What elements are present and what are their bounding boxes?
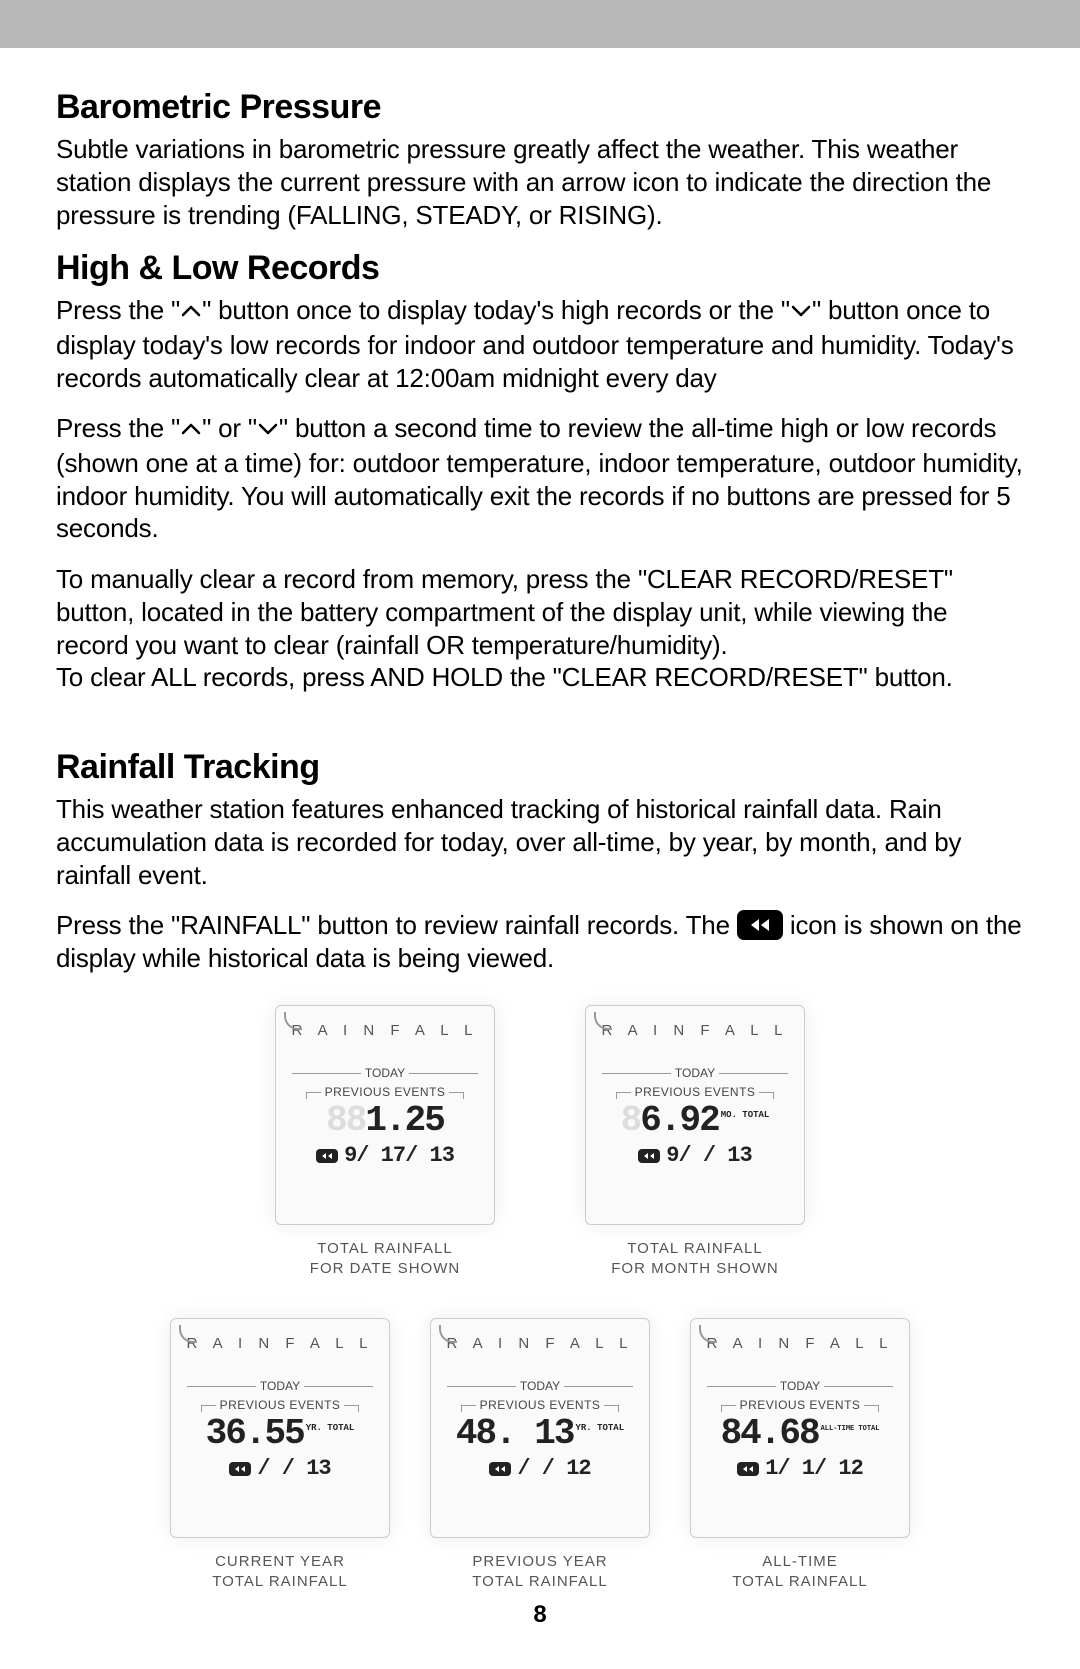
date-text: / / 12 — [517, 1456, 590, 1481]
body-rainfall-2: Press the "RAINFALL" button to review ra… — [56, 909, 1024, 975]
lcd-prev-label: PREVIOUS EVENTS — [183, 1398, 377, 1412]
body-records-1: Press the " " button once to display toda… — [56, 294, 1024, 394]
lcd-card-current-year: R A I N F A L L TODAY PREVIOUS EVENTS 36… — [170, 1318, 390, 1591]
text: Press the "RAINFALL" button to review ra… — [56, 910, 737, 940]
chevron-down-icon — [257, 412, 279, 445]
body-records-3: To manually clear a record from memory, … — [56, 563, 1024, 661]
date-text: 1/ 1/ 12 — [765, 1456, 863, 1481]
lcd-today-label: TODAY — [703, 1378, 897, 1394]
lcd-caption: PREVIOUS YEARTOTAL RAINFALL — [472, 1552, 607, 1591]
lcd-caption: CURRENT YEARTOTAL RAINFALL — [212, 1552, 347, 1591]
page-content: Barometric Pressure Subtle variations in… — [0, 48, 1080, 1591]
lcd-caption: ALL-TIMETOTAL RAINFALL — [732, 1552, 867, 1591]
lcd-value: 36.55YR. TOTAL — [183, 1416, 377, 1452]
lcd-caption: TOTAL RAINFALLFOR MONTH SHOWN — [611, 1239, 778, 1278]
date-text: / / 13 — [257, 1456, 330, 1481]
body-barometric: Subtle variations in barometric pressure… — [56, 133, 1024, 231]
lcd-card-month: R A I N F A L L TODAY PREVIOUS EVENTS 86… — [585, 1005, 805, 1278]
lcd-today-label: TODAY — [443, 1378, 637, 1394]
text: Press the " — [56, 295, 180, 325]
body-records-2: Press the "" or "" button a second time … — [56, 412, 1024, 545]
lcd-value: 48. 13YR. TOTAL — [443, 1416, 637, 1452]
text: " button once to display today's high re… — [202, 295, 790, 325]
heading-barometric: Barometric Pressure — [56, 88, 1024, 127]
lcd-title: R A I N F A L L — [288, 1022, 482, 1039]
lcd-today-label: TODAY — [598, 1065, 792, 1081]
corner-hook-icon — [179, 1325, 197, 1343]
lcd-date: / / 13 — [183, 1456, 377, 1481]
lcd-display: R A I N F A L L TODAY PREVIOUS EVENTS 86… — [585, 1005, 805, 1225]
corner-hook-icon — [594, 1012, 612, 1030]
lcd-value: 84.68ALL-TIME TOTAL — [703, 1416, 897, 1452]
lcd-display: R A I N F A L L TODAY PREVIOUS EVENTS 48… — [430, 1318, 650, 1538]
lcd-row-1: R A I N F A L L TODAY PREVIOUS EVENTS 88… — [56, 1005, 1024, 1278]
heading-rainfall: Rainfall Tracking — [56, 748, 1024, 787]
lcd-prev-label: PREVIOUS EVENTS — [443, 1398, 637, 1412]
top-bar — [0, 0, 1080, 48]
rewind-icon — [638, 1149, 660, 1163]
date-text: 9/ 17/ 13 — [344, 1143, 454, 1168]
lcd-card-all-time: R A I N F A L L TODAY PREVIOUS EVENTS 84… — [690, 1318, 910, 1591]
corner-hook-icon — [439, 1325, 457, 1343]
heading-records: High & Low Records — [56, 249, 1024, 288]
rewind-icon — [489, 1462, 511, 1476]
lcd-prev-label: PREVIOUS EVENTS — [288, 1085, 482, 1099]
lcd-prev-label: PREVIOUS EVENTS — [598, 1085, 792, 1099]
lcd-title: R A I N F A L L — [183, 1335, 377, 1352]
lcd-value: 86.92MO. TOTAL — [598, 1103, 792, 1139]
lcd-title: R A I N F A L L — [598, 1022, 792, 1039]
lcd-prev-label: PREVIOUS EVENTS — [703, 1398, 897, 1412]
body-records-4: To clear ALL records, press AND HOLD the… — [56, 661, 1024, 694]
rewind-icon — [316, 1149, 338, 1163]
chevron-up-icon — [180, 412, 202, 445]
lcd-row-2: R A I N F A L L TODAY PREVIOUS EVENTS 36… — [56, 1318, 1024, 1591]
text: Press the " — [56, 413, 180, 443]
lcd-date: 9/ 17/ 13 — [288, 1143, 482, 1168]
corner-hook-icon — [284, 1012, 302, 1030]
lcd-display: R A I N F A L L TODAY PREVIOUS EVENTS 88… — [275, 1005, 495, 1225]
lcd-card-date: R A I N F A L L TODAY PREVIOUS EVENTS 88… — [275, 1005, 495, 1278]
lcd-title: R A I N F A L L — [443, 1335, 637, 1352]
rewind-icon — [737, 1462, 759, 1476]
corner-hook-icon — [699, 1325, 717, 1343]
lcd-title: R A I N F A L L — [703, 1335, 897, 1352]
rewind-icon — [737, 910, 783, 940]
lcd-value: 881.25 — [288, 1103, 482, 1139]
lcd-date: 1/ 1/ 12 — [703, 1456, 897, 1481]
text: " or " — [202, 413, 257, 443]
chevron-up-icon — [180, 294, 202, 327]
lcd-card-prev-year: R A I N F A L L TODAY PREVIOUS EVENTS 48… — [430, 1318, 650, 1591]
lcd-display: R A I N F A L L TODAY PREVIOUS EVENTS 36… — [170, 1318, 390, 1538]
lcd-display: R A I N F A L L TODAY PREVIOUS EVENTS 84… — [690, 1318, 910, 1538]
lcd-date: 9/ / 13 — [598, 1143, 792, 1168]
lcd-today-label: TODAY — [288, 1065, 482, 1081]
rewind-icon — [229, 1462, 251, 1476]
chevron-down-icon — [790, 294, 812, 327]
page-number: 8 — [0, 1601, 1080, 1629]
lcd-caption: TOTAL RAINFALLFOR DATE SHOWN — [310, 1239, 460, 1278]
lcd-date: / / 12 — [443, 1456, 637, 1481]
body-rainfall-1: This weather station features enhanced t… — [56, 793, 1024, 891]
lcd-today-label: TODAY — [183, 1378, 377, 1394]
date-text: 9/ / 13 — [666, 1143, 751, 1168]
